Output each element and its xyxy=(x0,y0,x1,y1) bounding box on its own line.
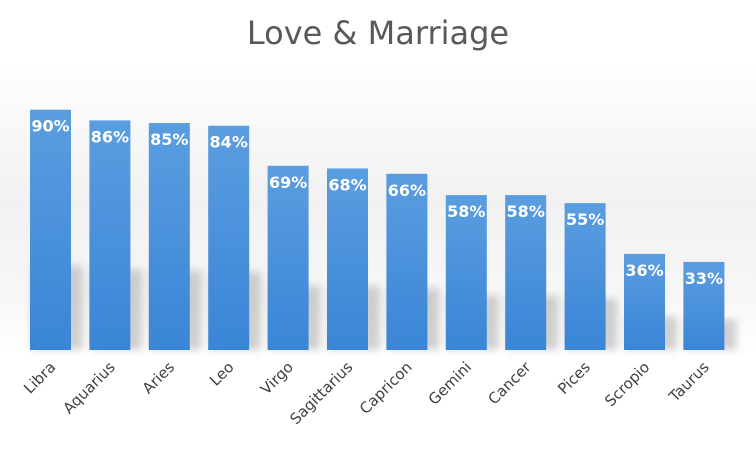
data-label-libra: 90% xyxy=(31,117,69,136)
data-label-taurus: 33% xyxy=(685,269,723,288)
bar-libra xyxy=(30,109,71,350)
chart-title: Love & Marriage xyxy=(246,14,510,52)
data-label-capricon: 66% xyxy=(388,181,426,200)
bar-capricon xyxy=(386,173,428,350)
x-tick-label-cancer: Cancer xyxy=(484,358,535,409)
data-label-cancer: 58% xyxy=(507,202,545,221)
bar-sagittarius xyxy=(327,168,368,350)
bar-leo xyxy=(208,125,250,350)
x-tick-label-taurus: Taurus xyxy=(665,358,713,406)
x-tick-label-aquarius: Aquarius xyxy=(59,358,118,417)
x-tick-label-aries: Aries xyxy=(139,358,178,397)
x-tick-label-pices: Pices xyxy=(554,358,594,398)
bar-virgo xyxy=(267,165,309,350)
x-tick-label-sagittarius: Sagittarius xyxy=(286,358,356,428)
x-tick-label-gemini: Gemini xyxy=(425,358,475,408)
data-label-leo: 84% xyxy=(210,133,248,152)
bar-taurus xyxy=(683,261,725,350)
bar-aquarius xyxy=(89,120,131,350)
bar-cancer xyxy=(505,195,547,350)
data-label-virgo: 69% xyxy=(269,173,307,192)
data-label-pices: 55% xyxy=(566,210,604,229)
bar-pices xyxy=(564,203,606,350)
data-label-scropio: 36% xyxy=(625,261,663,280)
bar-gemini xyxy=(445,195,487,350)
x-tick-label-capricon: Capricon xyxy=(356,358,416,418)
data-label-aquarius: 86% xyxy=(91,127,129,146)
data-label-sagittarius: 68% xyxy=(328,175,366,194)
x-tick-label-libra: Libra xyxy=(20,358,59,397)
x-tick-label-virgo: Virgo xyxy=(257,358,297,398)
data-label-gemini: 58% xyxy=(447,202,485,221)
bar-aries xyxy=(148,123,190,350)
data-label-aries: 85% xyxy=(150,130,188,149)
x-tick-label-scropio: Scropio xyxy=(601,358,653,410)
bar-scropio xyxy=(624,253,665,350)
x-tick-label-leo: Leo xyxy=(206,358,237,389)
